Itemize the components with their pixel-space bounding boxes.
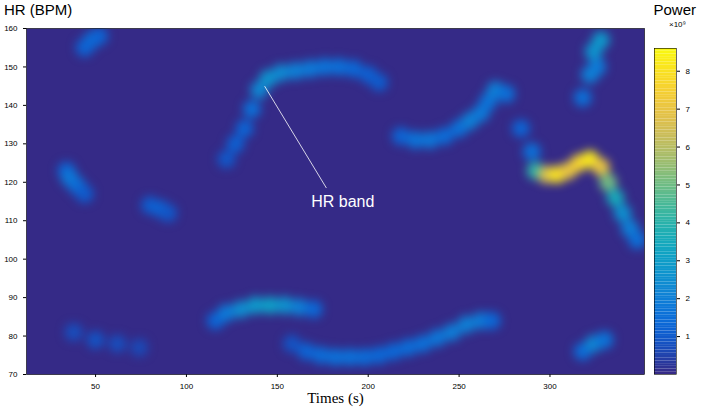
svg-text:100: 100 — [4, 255, 18, 264]
svg-text:6: 6 — [686, 143, 691, 152]
svg-text:100: 100 — [180, 382, 194, 391]
svg-text:250: 250 — [452, 382, 466, 391]
svg-text:160: 160 — [4, 24, 18, 33]
html-text:Power: Power — [653, 1, 696, 18]
html-text:×10⁹: ×10⁹ — [669, 20, 686, 29]
svg-text:150: 150 — [4, 63, 18, 72]
svg-text:50: 50 — [91, 382, 100, 391]
svg-text:HR band: HR band — [311, 193, 374, 210]
svg-text:140: 140 — [4, 101, 18, 110]
svg-text:Times (s): Times (s) — [307, 390, 364, 407]
svg-text:2: 2 — [686, 294, 691, 303]
svg-text:90: 90 — [9, 293, 18, 302]
html-text:HR (BPM): HR (BPM) — [4, 1, 73, 18]
svg-text:70: 70 — [9, 370, 18, 379]
svg-text:200: 200 — [361, 382, 375, 392]
svg-text:1: 1 — [686, 332, 691, 341]
svg-text:110: 110 — [5, 216, 18, 225]
svg-text:8: 8 — [686, 67, 691, 76]
svg-text:130: 130 — [4, 139, 18, 148]
svg-text:5: 5 — [686, 181, 691, 190]
svg-text:7: 7 — [686, 105, 691, 114]
svg-text:4: 4 — [686, 218, 691, 227]
svg-text:80: 80 — [9, 332, 18, 341]
svg-text:120: 120 — [4, 178, 18, 187]
svg-text:3: 3 — [686, 256, 691, 265]
svg-text:300: 300 — [543, 382, 557, 391]
svg-text:150: 150 — [271, 382, 285, 391]
